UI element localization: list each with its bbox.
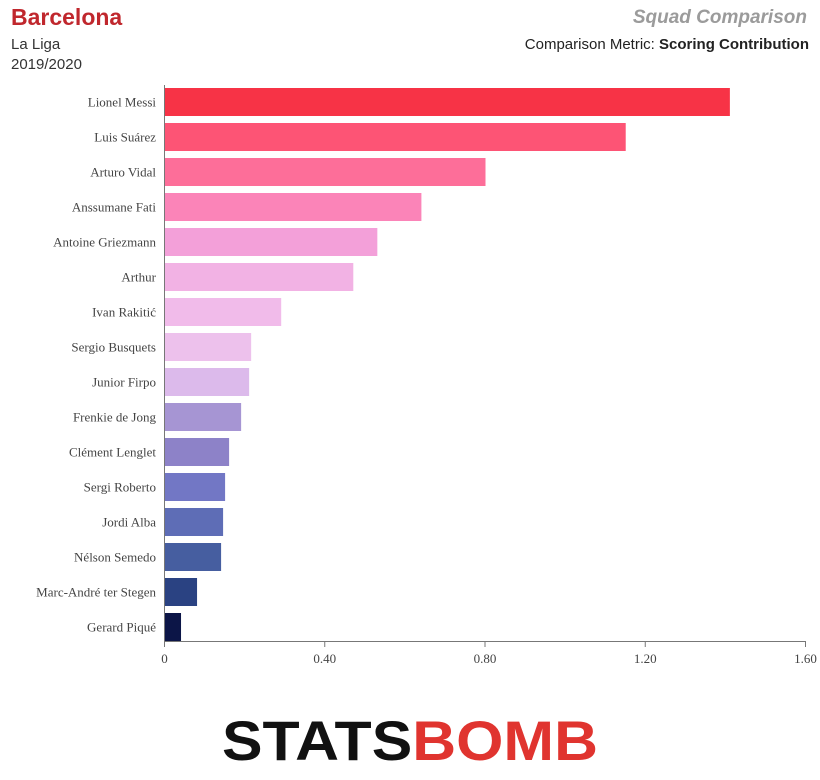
bar-13[interactable] [165,543,222,571]
bar-15[interactable] [165,613,182,641]
player-label-11: Sergi Roberto [84,480,156,495]
bars-group [165,88,730,641]
player-label-6: Ivan Rakitić [92,305,156,320]
bar-10[interactable] [165,438,230,466]
chart-title: Squad Comparison [632,7,807,28]
bar-12[interactable] [165,508,224,536]
logo-part-o: O [456,709,503,768]
bar-3[interactable] [165,193,422,221]
player-label-2: Arturo Vidal [90,165,156,180]
player-label-5: Arthur [121,270,156,285]
x-tick-label-3: 1.20 [634,651,657,666]
bar-chart: Lionel Messi Luis Suárez Arturo Vidal Anssu… [36,85,817,666]
player-label-1: Luis Suárez [94,130,156,145]
player-label-15: Gerard Piqué [87,620,156,635]
logo-part-mb: MB [503,709,598,768]
bar-4[interactable] [165,228,378,256]
player-label-7: Sergio Busquets [71,340,156,355]
bar-5[interactable] [165,263,354,291]
bar-1[interactable] [165,123,626,151]
metric-value: Scoring Contribution [659,36,809,53]
player-label-4: Antoine Griezmann [53,235,156,250]
bar-2[interactable] [165,158,486,186]
x-tick-label-2: 0.80 [474,651,497,666]
statsbomb-logo: STATS BOMB [222,709,598,768]
player-label-12: Jordi Alba [102,515,156,530]
player-label-9: Frenkie de Jong [73,410,157,425]
logo-part-stats: STATS [222,709,412,768]
bar-6[interactable] [165,298,282,326]
comparison-metric: Comparison Metric: Scoring Contribution [525,36,809,53]
player-label-14: Marc-André ter Stegen [36,585,156,600]
player-label-3: Anssumane Fati [72,200,157,215]
player-label-8: Junior Firpo [92,375,156,390]
x-tick-label-0: 0 [161,651,168,666]
logo-part-b: B [412,709,456,768]
bar-9[interactable] [165,403,242,431]
bar-7[interactable] [165,333,252,361]
league-name: La Liga [11,36,61,53]
bar-8[interactable] [165,368,250,396]
y-axis-labels: Lionel Messi Luis Suárez Arturo Vidal Anssu… [36,95,157,635]
x-tick-label-4: 1.60 [794,651,817,666]
player-label-10: Clément Lenglet [69,445,156,460]
player-label-13: Nélson Semedo [74,550,156,565]
bar-14[interactable] [165,578,198,606]
x-axis-ticks: 0 0.40 0.80 1.20 1.60 [161,641,817,666]
metric-label: Comparison Metric: [524,36,655,53]
player-label-0: Lionel Messi [88,95,157,110]
season-label: 2019/2020 [11,56,82,73]
bar-11[interactable] [165,473,226,501]
bar-0[interactable] [165,88,730,116]
logo-text: STATS BOMB [222,709,598,768]
x-tick-label-1: 0.40 [313,651,336,666]
team-title: Barcelona [11,4,123,30]
